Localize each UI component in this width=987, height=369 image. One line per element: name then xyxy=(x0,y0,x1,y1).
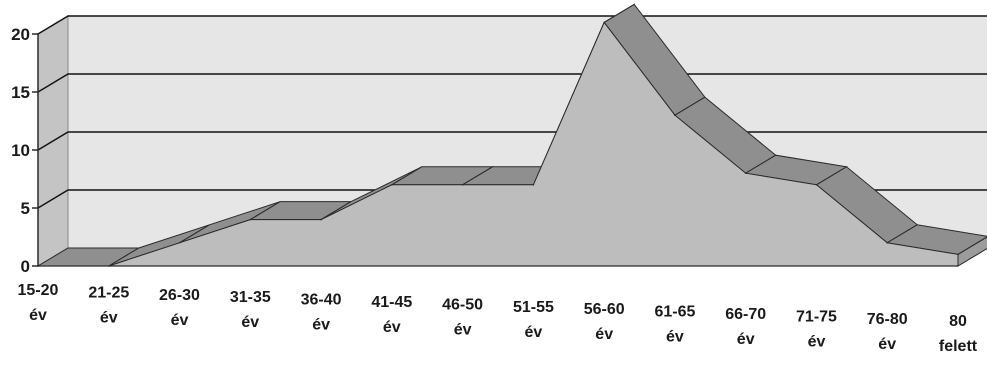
data-area xyxy=(36,3,987,267)
x-tick-label-line2: év xyxy=(241,314,259,331)
data-point xyxy=(178,242,181,244)
x-tick-label: 66-70 xyxy=(725,306,766,323)
y-tick-label: 10 xyxy=(11,141,30,160)
x-tick-label: 26-30 xyxy=(159,287,200,304)
data-point xyxy=(815,184,818,186)
x-tick-label: 56-60 xyxy=(584,301,625,318)
x-tick-label-line2: év xyxy=(737,331,755,348)
x-tick-label-line2: év xyxy=(595,326,613,343)
x-tick-label-line2: év xyxy=(808,333,826,350)
y-tick-label: 5 xyxy=(21,199,30,218)
data-point xyxy=(603,21,605,24)
x-tick-label: 46-50 xyxy=(442,296,483,313)
data-point xyxy=(532,184,535,186)
data-point xyxy=(249,218,252,221)
data-point xyxy=(320,218,322,221)
x-tick-label: 41-45 xyxy=(371,294,412,311)
x-tick-label: 36-40 xyxy=(301,292,342,309)
y-tick-label: 0 xyxy=(21,257,30,276)
y-tick-label: 20 xyxy=(11,25,30,44)
gridline-20 xyxy=(37,15,987,35)
x-tick-label-line2: év xyxy=(878,336,896,353)
x-tick-label-line2: év xyxy=(171,312,189,329)
x-tick-label-line2: év xyxy=(100,309,118,326)
x-tick-label: 51-55 xyxy=(513,299,554,316)
x-tick-label-line2: év xyxy=(454,321,472,338)
x-tick-label: 76-80 xyxy=(867,311,908,328)
x-axis: 15-20 év 21-25 év 26-30 év 31-35 év 36-40 év 41-45… xyxy=(18,265,978,355)
data-point xyxy=(391,184,393,186)
x-tick-label-line2: év xyxy=(525,324,543,341)
area-front-face xyxy=(38,21,959,267)
x-tick-label: 21-25 xyxy=(88,284,129,301)
x-tick-label-line2: felett xyxy=(939,338,978,355)
x-tick-label-line2: év xyxy=(29,307,47,324)
x-tick-label: 71-75 xyxy=(796,308,837,325)
x-tick-label: 61-65 xyxy=(654,304,695,321)
data-point xyxy=(744,172,747,174)
y-tick-label: 15 xyxy=(11,83,30,102)
data-point xyxy=(674,114,676,116)
x-tick-label-line2: év xyxy=(312,317,330,334)
data-point xyxy=(957,253,959,256)
x-tick-label: 80 xyxy=(949,313,967,330)
data-point xyxy=(461,184,464,186)
y-axis: 0 5 10 15 20 xyxy=(11,25,39,276)
x-tick-label-line2: év xyxy=(383,319,401,336)
x-tick-label: 31-35 xyxy=(230,289,271,306)
x-tick-label-line2: év xyxy=(666,329,684,346)
data-point xyxy=(886,242,888,244)
x-tick-label: 15-20 xyxy=(18,282,59,299)
